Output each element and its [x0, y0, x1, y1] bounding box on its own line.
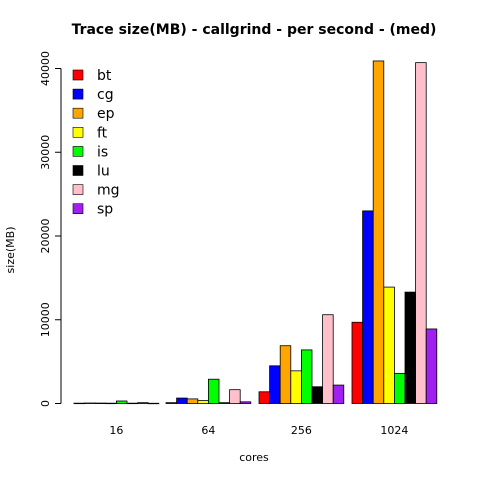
bar-bt-64	[165, 402, 178, 404]
legend-swatch-ep	[72, 107, 84, 119]
bar-mg-16	[137, 402, 149, 404]
y-tick-label: 30000	[39, 135, 52, 170]
legend-swatch-is	[72, 146, 84, 157]
bar-ep-64	[186, 398, 199, 404]
legend-label-lu: lu	[97, 164, 110, 180]
bar-sp-256	[332, 384, 345, 404]
legend-swatch-sp	[72, 203, 84, 214]
bar-is-16	[116, 400, 128, 404]
bar-ft-256	[290, 370, 302, 404]
legend-label-mg: mg	[97, 183, 120, 199]
y-axis-label: size(MB)	[4, 227, 17, 274]
bar-bt-1024	[351, 321, 364, 404]
bar-lu-64	[218, 402, 231, 404]
bar-is-1024	[393, 372, 406, 404]
legend-label-cg: cg	[97, 87, 114, 103]
bar-cg-1024	[362, 210, 374, 404]
bar-lu-1024	[404, 291, 417, 404]
legend-swatch-bt	[72, 69, 84, 81]
bar-ep-1024	[372, 60, 385, 404]
legend: bt cg ep ft is lu mg sp	[72, 68, 120, 218]
bar-mg-256	[322, 314, 334, 404]
x-tick-label-1024: 1024	[380, 424, 408, 437]
bar-sp-1024	[425, 328, 438, 404]
x-tick-label-256: 256	[291, 424, 312, 437]
legend-swatch-lu	[72, 165, 84, 176]
bars-group	[73, 60, 438, 405]
bar-ep-16	[94, 402, 107, 404]
bar-lu-16	[126, 402, 139, 405]
bar-mg-1024	[415, 62, 427, 404]
x-tick-label-64: 64	[201, 424, 215, 437]
bar-ft-16	[105, 402, 117, 405]
bar-mg-64	[229, 389, 241, 404]
chart-title: Trace size(MB) - callgrind - per second …	[72, 22, 437, 38]
bar-cg-256	[269, 365, 281, 404]
legend-swatch-cg	[72, 88, 84, 100]
legend-label-ep: ep	[97, 106, 115, 122]
bar-ep-256	[279, 345, 292, 404]
y-tick-label: 20000	[39, 219, 52, 254]
bar-sp-16	[147, 402, 160, 405]
bar-cg-16	[84, 402, 96, 404]
bar-lu-256	[311, 386, 324, 404]
y-axis: 0 10000 20000 30000 40000	[39, 51, 62, 407]
legend-label-ft: ft	[97, 125, 108, 141]
x-axis-label: cores	[239, 451, 269, 464]
bar-is-64	[207, 378, 220, 404]
legend-swatch-ft	[72, 127, 84, 138]
bar-ft-64	[197, 400, 209, 404]
bar-ft-1024	[383, 286, 395, 404]
bar-sp-64	[239, 401, 252, 404]
legend-label-bt: bt	[97, 68, 112, 84]
x-tick-labels: 16 64 256 1024	[109, 424, 408, 437]
x-tick-label-16: 16	[109, 424, 123, 437]
y-tick-label: 10000	[39, 302, 52, 337]
bar-bt-256	[258, 391, 271, 404]
y-tick-label: 40000	[39, 51, 52, 86]
y-tick-label: 0	[39, 400, 52, 407]
bar-is-256	[300, 349, 313, 404]
legend-label-sp: sp	[97, 202, 113, 218]
bar-cg-64	[176, 397, 188, 404]
bar-bt-16	[73, 402, 86, 405]
legend-label-is: is	[97, 144, 108, 160]
legend-swatch-mg	[72, 184, 84, 195]
